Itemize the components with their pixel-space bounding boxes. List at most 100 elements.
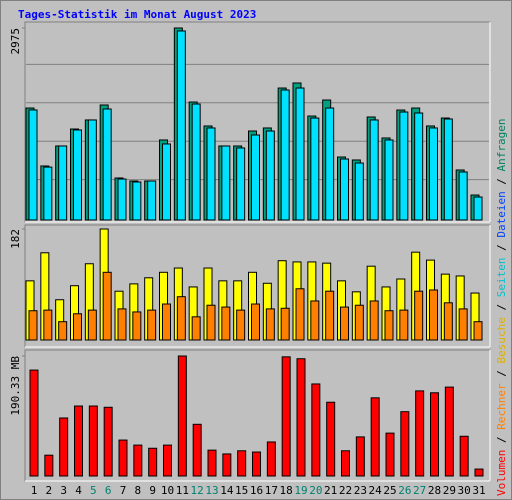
bar	[191, 316, 201, 341]
bar	[384, 310, 394, 341]
x-tick-label: 13	[205, 484, 218, 497]
x-tick-label: 5	[90, 484, 97, 497]
bar	[280, 307, 290, 341]
x-tick-label: 8	[135, 484, 142, 497]
legend-separator: /	[495, 238, 508, 258]
bar	[74, 405, 83, 477]
bar	[28, 109, 38, 221]
bar	[473, 321, 483, 341]
legend-separator: /	[495, 430, 508, 450]
bar	[252, 451, 261, 477]
bar	[163, 444, 172, 477]
bar	[251, 303, 260, 341]
bar	[59, 417, 69, 477]
bar	[88, 405, 98, 477]
bar	[473, 196, 483, 221]
bar	[354, 304, 364, 341]
bar	[44, 454, 54, 477]
bar	[399, 309, 409, 341]
bar	[370, 397, 380, 477]
x-tick-label: 23	[354, 484, 367, 497]
bar	[281, 356, 291, 477]
bar	[221, 306, 231, 341]
x-tick-label: 17	[265, 484, 278, 497]
legend-entry: Volumen	[495, 450, 508, 496]
legend-entry: Besuche	[495, 317, 508, 363]
bar	[132, 311, 142, 341]
x-tick-label: 11	[176, 484, 189, 497]
bar	[206, 304, 216, 341]
x-tick-label: 12	[191, 484, 204, 497]
x-tick-label: 3	[60, 484, 67, 497]
bar	[295, 87, 305, 221]
bar	[384, 139, 394, 221]
legend-separator: /	[495, 297, 508, 317]
bar	[280, 89, 290, 221]
bar	[429, 289, 438, 341]
bar	[444, 386, 454, 477]
bar	[177, 355, 187, 477]
bar	[295, 288, 305, 341]
bar	[414, 290, 424, 341]
x-tick-label: 22	[339, 484, 352, 497]
x-tick-label: 1	[31, 484, 38, 497]
legend-entry: Dateien	[495, 191, 508, 237]
bar	[117, 178, 127, 221]
bar	[251, 134, 260, 221]
bar	[310, 300, 320, 341]
legend-text: Volumen / Rechner / Besuche / Seiten / D…	[495, 118, 508, 496]
bar	[266, 441, 276, 477]
x-tick-label: 25	[383, 484, 396, 497]
bar	[265, 308, 275, 341]
bar	[147, 309, 157, 341]
x-tick-label: 27	[413, 484, 426, 497]
x-tick-label: 6	[105, 484, 112, 497]
bar	[310, 117, 320, 221]
bar	[415, 390, 425, 477]
legend-entry: Anfragen	[495, 118, 508, 171]
x-tick-label: 2	[46, 484, 53, 497]
x-tick-label: 19	[294, 484, 307, 497]
chart-title: Tages-Statistik im Monat August 2023	[18, 8, 256, 21]
bar	[206, 127, 216, 221]
x-tick-label: 9	[149, 484, 156, 497]
x-tick-label: 4	[75, 484, 82, 497]
x-tick-label: 7	[120, 484, 127, 497]
bar	[73, 313, 82, 341]
bar	[326, 401, 336, 477]
x-tick-label: 21	[324, 484, 337, 497]
x-tick-label: 29	[443, 484, 456, 497]
bar	[221, 145, 231, 221]
bar	[43, 309, 53, 341]
bar	[236, 309, 246, 341]
bar	[443, 302, 453, 341]
bar	[458, 308, 468, 341]
bar	[148, 447, 158, 477]
bar	[207, 449, 217, 477]
bar	[29, 369, 39, 477]
bar	[354, 162, 364, 221]
bar	[340, 158, 349, 221]
x-tick-label: 15	[235, 484, 248, 497]
bar	[369, 300, 379, 341]
bar	[399, 111, 409, 221]
bar	[325, 290, 335, 341]
bar	[400, 411, 410, 477]
legend: Volumen / Rechner / Besuche / Seiten / D…	[495, 118, 508, 496]
bar	[87, 309, 97, 341]
bar	[458, 171, 468, 221]
bar	[118, 439, 128, 477]
x-tick-label: 20	[309, 484, 322, 497]
bar	[237, 450, 247, 477]
bar	[355, 436, 365, 477]
x-tick-label: 30	[458, 484, 471, 497]
y-tick-label: 2975	[9, 28, 22, 55]
bar	[102, 108, 112, 221]
bar	[474, 468, 484, 477]
bar	[176, 30, 186, 221]
bar	[28, 310, 38, 341]
bar	[325, 107, 335, 221]
x-tick-label: 24	[369, 484, 383, 497]
legend-entry: Rechner	[495, 383, 508, 430]
